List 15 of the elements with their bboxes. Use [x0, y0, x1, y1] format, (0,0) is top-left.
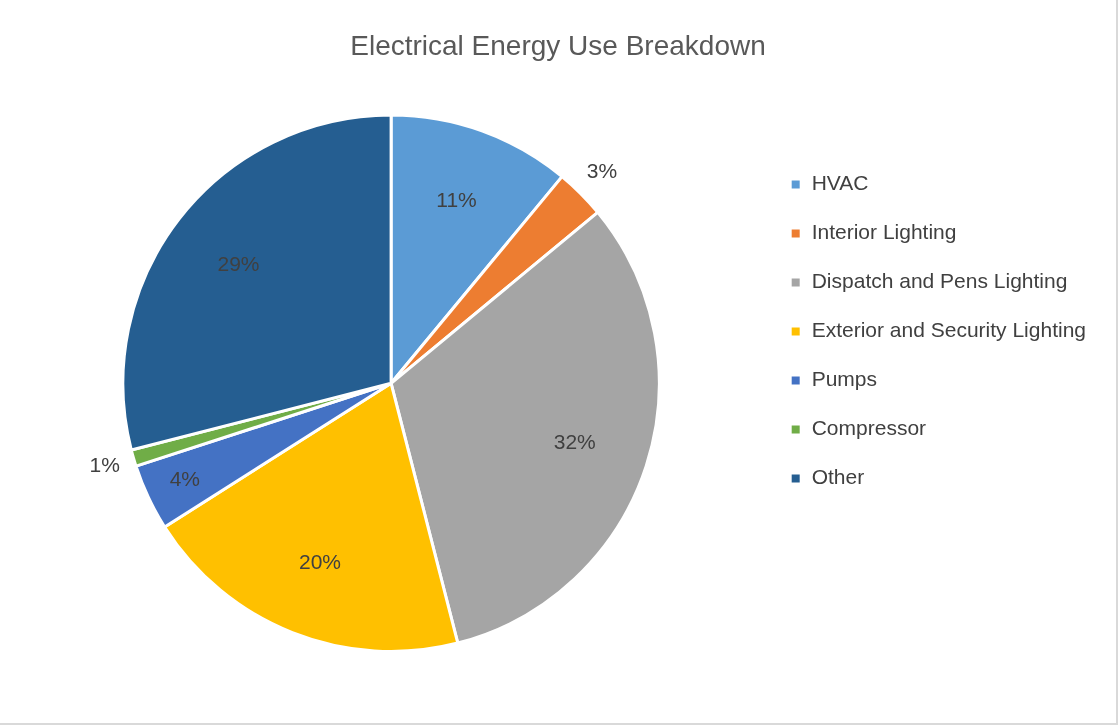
data-label: 1%	[89, 453, 120, 477]
legend-label: Compressor	[811, 416, 927, 440]
legend-label: Pumps	[811, 367, 878, 391]
data-label: 29%	[217, 251, 260, 275]
chart-title: Electrical Energy Use Breakdown	[350, 29, 766, 61]
legend-label: Dispatch and Pens Lighting	[811, 269, 1068, 293]
data-label: 4%	[169, 467, 200, 491]
data-label: 20%	[298, 549, 342, 573]
legend-label: Other	[811, 465, 865, 489]
legend-label: HVAC	[811, 171, 869, 195]
data-label: 32%	[553, 429, 596, 453]
legend-label: Interior Lighting	[811, 220, 957, 244]
data-label: 3%	[586, 159, 618, 183]
legend-label: Exterior and Security Lighting	[811, 318, 1086, 342]
data-label: 11%	[436, 188, 477, 212]
